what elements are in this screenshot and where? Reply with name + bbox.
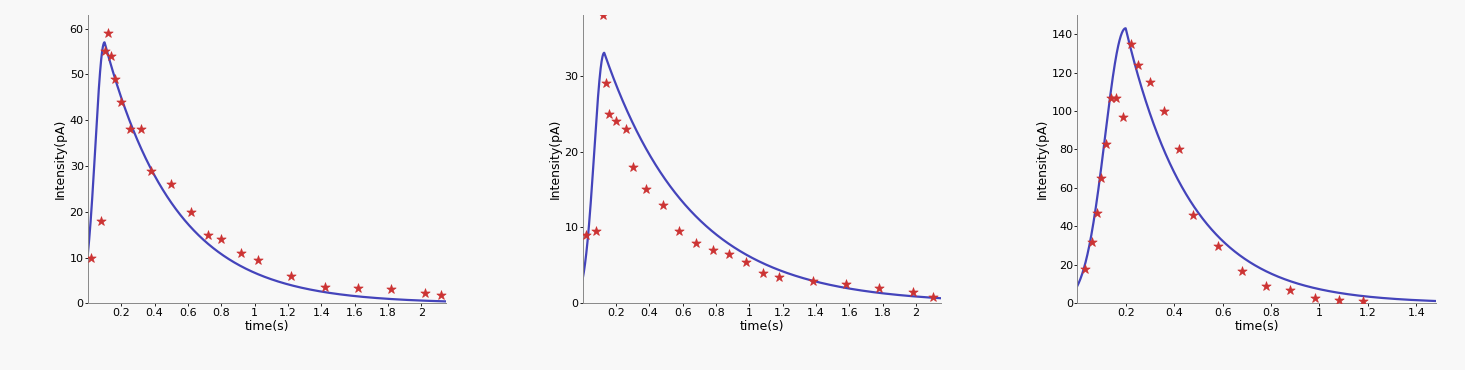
- Y-axis label: Intensity(pA): Intensity(pA): [1036, 119, 1049, 199]
- Point: [314, 285, 337, 290]
- Point: [1072, 266, 1096, 272]
- Point: [1231, 268, 1254, 274]
- Y-axis label: Intensity(pA): Intensity(pA): [54, 119, 67, 199]
- Point: [585, 228, 608, 234]
- Point: [280, 273, 303, 279]
- Point: [97, 30, 120, 36]
- Point: [79, 255, 103, 260]
- Point: [1327, 297, 1351, 303]
- Point: [180, 209, 204, 215]
- Point: [1254, 283, 1277, 289]
- Point: [752, 270, 775, 276]
- Point: [1127, 62, 1150, 68]
- Point: [921, 295, 945, 300]
- Point: [700, 247, 724, 253]
- Point: [598, 111, 621, 117]
- Y-axis label: Intensity(pA): Intensity(pA): [548, 119, 561, 199]
- Point: [103, 76, 126, 82]
- Point: [89, 218, 113, 224]
- Point: [1112, 114, 1135, 120]
- Point: [834, 282, 857, 287]
- Point: [196, 232, 220, 238]
- Point: [1105, 95, 1128, 101]
- Point: [429, 292, 453, 298]
- Point: [650, 202, 674, 208]
- Point: [574, 232, 598, 238]
- Point: [129, 127, 152, 132]
- Point: [614, 126, 637, 132]
- Point: [139, 168, 163, 174]
- Point: [634, 186, 658, 192]
- Point: [590, 12, 614, 18]
- Point: [1090, 175, 1113, 181]
- Point: [110, 99, 133, 105]
- Point: [801, 278, 825, 283]
- Point: [1168, 147, 1191, 152]
- Point: [604, 118, 627, 124]
- Point: [595, 80, 618, 86]
- Point: [718, 251, 741, 257]
- Point: [1206, 243, 1229, 249]
- Point: [734, 259, 757, 265]
- Point: [117, 127, 141, 132]
- Point: [768, 274, 791, 280]
- Point: [1119, 41, 1143, 47]
- Point: [413, 290, 437, 296]
- Point: [92, 48, 116, 54]
- Point: [1086, 210, 1109, 216]
- Point: [1094, 141, 1118, 147]
- Point: [1080, 239, 1103, 245]
- Point: [901, 289, 924, 295]
- Point: [684, 240, 708, 246]
- Point: [246, 257, 270, 263]
- Point: [1302, 295, 1326, 300]
- Point: [100, 53, 123, 59]
- Point: [346, 285, 369, 291]
- Point: [1153, 108, 1176, 114]
- X-axis label: time(s): time(s): [1234, 320, 1279, 333]
- Point: [1351, 299, 1374, 305]
- Point: [1099, 95, 1122, 101]
- X-axis label: time(s): time(s): [245, 320, 290, 333]
- Point: [160, 181, 183, 187]
- Point: [1279, 287, 1302, 293]
- X-axis label: time(s): time(s): [740, 320, 784, 333]
- Point: [867, 285, 891, 291]
- Point: [621, 164, 645, 170]
- Point: [1138, 79, 1162, 85]
- Point: [668, 228, 691, 234]
- Point: [230, 250, 253, 256]
- Point: [1182, 212, 1206, 218]
- Point: [379, 286, 403, 292]
- Point: [209, 236, 233, 242]
